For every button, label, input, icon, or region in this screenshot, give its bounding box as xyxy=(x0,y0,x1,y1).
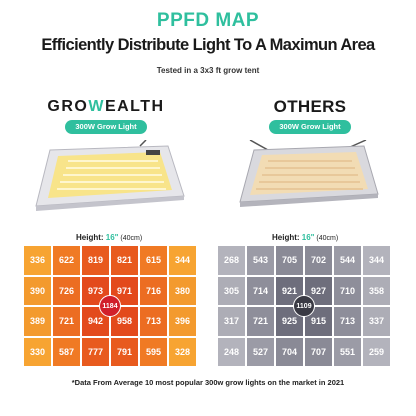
logo-text-end: EALTH xyxy=(104,98,165,115)
growealth-center-ppfd: 1184 xyxy=(99,295,121,317)
ppfd-cell: 268 xyxy=(218,246,245,275)
ppfd-cell: 317 xyxy=(218,307,245,336)
ppfd-cell: 710 xyxy=(334,276,361,305)
ppfd-cell: 702 xyxy=(305,246,332,275)
growealth-wattage-badge: 300W Grow Light xyxy=(65,120,147,134)
growealth-lamp-image xyxy=(28,140,188,220)
height-cm: (40cm) xyxy=(314,235,339,242)
ppfd-cell: 716 xyxy=(140,276,167,305)
test-note: Tested in a 3x3 ft grow tent xyxy=(156,66,260,75)
ppfd-cell: 615 xyxy=(140,246,167,275)
height-value: 16" xyxy=(301,233,315,242)
others-wattage-badge: 300W Grow Light xyxy=(269,120,351,134)
ppfd-cell: 248 xyxy=(218,337,245,366)
footnote: *Data From Average 10 most popular 300w … xyxy=(71,378,345,387)
ppfd-cell: 344 xyxy=(169,246,196,275)
ppfd-cell: 259 xyxy=(363,337,390,366)
others-height-label: Height: 16" (40cm) xyxy=(272,233,338,242)
ppfd-cell: 622 xyxy=(53,246,80,275)
ppfd-cell: 714 xyxy=(247,276,274,305)
ppfd-cell: 551 xyxy=(334,337,361,366)
ppfd-cell: 305 xyxy=(218,276,245,305)
ppfd-cell: 721 xyxy=(247,307,274,336)
ppfd-cell: 819 xyxy=(82,246,109,275)
height-label-text: Height: xyxy=(76,233,106,242)
ppfd-cell: 527 xyxy=(247,337,274,366)
ppfd-cell: 330 xyxy=(24,337,51,366)
ppfd-cell: 704 xyxy=(276,337,303,366)
ppfd-cell: 544 xyxy=(334,246,361,275)
ppfd-cell: 543 xyxy=(247,246,274,275)
logo-text-accent: W xyxy=(88,98,105,115)
ppfd-cell: 595 xyxy=(140,337,167,366)
ppfd-cell: 389 xyxy=(24,307,51,336)
ppfd-cell: 821 xyxy=(111,246,138,275)
others-center-ppfd: 1109 xyxy=(293,295,315,317)
ppfd-cell: 396 xyxy=(169,307,196,336)
ppfd-cell: 713 xyxy=(334,307,361,336)
height-cm: (40cm) xyxy=(118,235,143,242)
ppfd-cell: 713 xyxy=(140,307,167,336)
ppfd-cell: 328 xyxy=(169,337,196,366)
page-title: PPFD MAP xyxy=(156,10,260,31)
ppfd-cell: 726 xyxy=(53,276,80,305)
ppfd-cell: 380 xyxy=(169,276,196,305)
growealth-height-label: Height: 16" (40cm) xyxy=(76,233,142,242)
others-label: OTHERS xyxy=(273,97,347,116)
ppfd-cell: 337 xyxy=(363,307,390,336)
ppfd-cell: 358 xyxy=(363,276,390,305)
growealth-logo: GROWEALTH xyxy=(46,98,166,116)
others-lamp-image xyxy=(228,140,388,220)
ppfd-cell: 791 xyxy=(111,337,138,366)
ppfd-cell: 925 xyxy=(276,307,303,336)
ppfd-cell: 777 xyxy=(82,337,109,366)
height-label-text: Height: xyxy=(272,233,302,242)
ppfd-cell: 707 xyxy=(305,337,332,366)
ppfd-cell: 705 xyxy=(276,246,303,275)
ppfd-cell: 390 xyxy=(24,276,51,305)
ppfd-cell: 344 xyxy=(363,246,390,275)
ppfd-cell: 721 xyxy=(53,307,80,336)
ppfd-cell: 336 xyxy=(24,246,51,275)
ppfd-cell: 587 xyxy=(53,337,80,366)
logo-text-start: GRO xyxy=(47,98,89,115)
page-subtitle: Efficiently Distribute Light To A Maximu… xyxy=(41,36,375,54)
height-value: 16" xyxy=(105,233,119,242)
